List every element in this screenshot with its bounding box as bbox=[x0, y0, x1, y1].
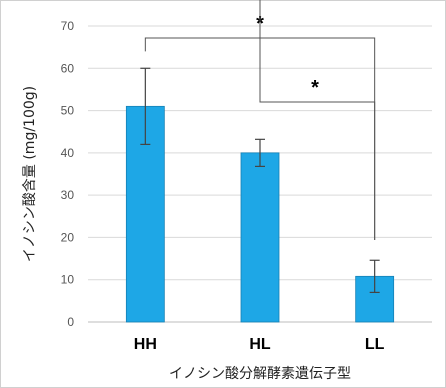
y-tick-label: 0 bbox=[67, 315, 74, 329]
y-tick-label: 30 bbox=[61, 188, 75, 202]
significance-marker: * bbox=[311, 77, 319, 99]
x-category-label: HH bbox=[134, 336, 157, 353]
y-tick-label: 40 bbox=[61, 146, 75, 160]
x-category-label: LL bbox=[365, 336, 385, 353]
y-tick-label: 50 bbox=[61, 104, 75, 118]
y-axis-title: イノシン酸含量 (mg/100g) bbox=[22, 86, 38, 262]
bars bbox=[125, 105, 395, 323]
significance-bracket bbox=[259, 0, 376, 240]
y-tick-label: 70 bbox=[61, 19, 75, 33]
y-tick-label: 10 bbox=[61, 273, 75, 287]
y-tick-label: 60 bbox=[61, 61, 75, 75]
x-category-label: HL bbox=[249, 336, 271, 353]
y-tick-labels: 0 10 20 30 40 50 60 70 bbox=[61, 19, 75, 329]
x-category-labels: HH HL LL bbox=[134, 336, 385, 353]
significance-brackets: ** bbox=[144, 0, 376, 240]
bar-HL bbox=[240, 152, 280, 323]
y-tick-label: 20 bbox=[61, 230, 75, 244]
x-axis-title: イノシン酸分解酵素遺伝子型 bbox=[169, 366, 351, 382]
error-bars bbox=[140, 67, 380, 293]
